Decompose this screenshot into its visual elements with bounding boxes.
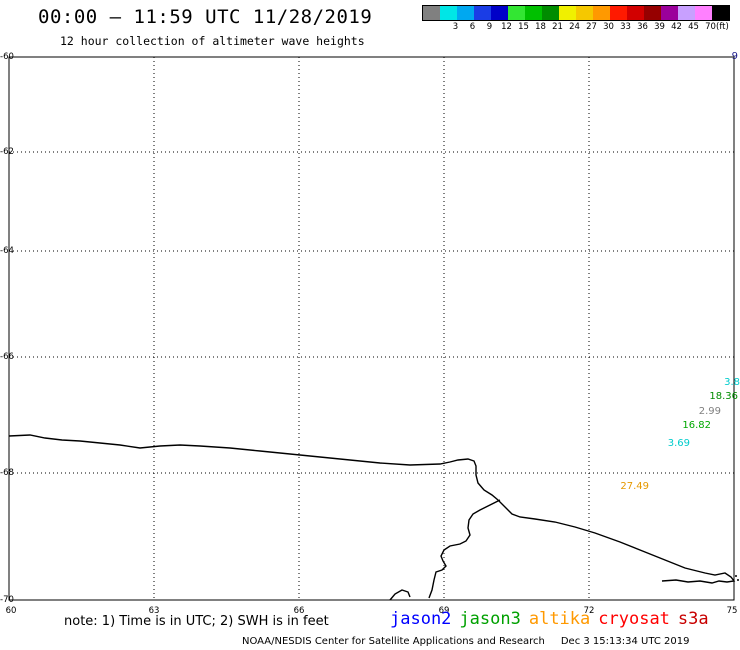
color-scale-swatch bbox=[542, 6, 559, 20]
latitude-tick-label: -62 bbox=[0, 147, 14, 157]
color-scale-swatch bbox=[576, 6, 593, 20]
satellite-legend-item: cryosat bbox=[598, 609, 670, 629]
coastline-fragment bbox=[389, 589, 411, 601]
satellite-legend-item: jason3 bbox=[459, 609, 521, 629]
plot-frame bbox=[8, 56, 735, 601]
color-scale-swatch bbox=[678, 6, 695, 20]
color-scale-label: 39 bbox=[654, 22, 665, 32]
longitude-tick-label: 66 bbox=[293, 606, 305, 616]
longitude-tick-label: 75 bbox=[726, 606, 738, 616]
latitude-tick-label: -60 bbox=[0, 52, 14, 62]
color-scale-label: 18 bbox=[535, 22, 546, 32]
latitude-tick-label: -68 bbox=[0, 468, 14, 478]
chart-title: 00:00 – 11:59 UTC 11/28/2019 bbox=[38, 6, 373, 28]
wave-height-label: 3.8 bbox=[724, 377, 740, 388]
wave-height-label: 2.99 bbox=[698, 406, 721, 417]
chart-subtitle: 12 hour collection of altimeter wave hei… bbox=[60, 34, 365, 48]
color-scale-swatch bbox=[712, 6, 729, 20]
color-scale-label: 30 bbox=[603, 22, 614, 32]
wave-height-label: 16.82 bbox=[682, 420, 711, 431]
satellite-legend-item: jason2 bbox=[390, 609, 452, 629]
color-scale-swatch bbox=[525, 6, 542, 20]
color-scale-label: 42 bbox=[671, 22, 682, 32]
color-scale-swatch bbox=[610, 6, 627, 20]
satellite-legend-item: altika bbox=[528, 609, 591, 629]
color-scale-label: 12 bbox=[501, 22, 512, 32]
color-scale-swatch bbox=[440, 6, 457, 20]
longitude-tick-label: 60 bbox=[5, 606, 17, 616]
antarctic-coastline bbox=[8, 434, 736, 584]
coastline-dots bbox=[735, 575, 739, 581]
longitude-tick-label: 63 bbox=[148, 606, 160, 616]
color-scale-swatch bbox=[627, 6, 644, 20]
color-scale-label: 6 bbox=[469, 22, 476, 32]
color-scale-swatch bbox=[661, 6, 678, 20]
color-scale-label: 36 bbox=[637, 22, 648, 32]
color-scale-swatch bbox=[423, 6, 440, 20]
color-scale-swatch bbox=[508, 6, 525, 20]
color-scale-label: 3 bbox=[452, 22, 459, 32]
latitude-tick-label: -70 bbox=[0, 595, 14, 605]
credit-line: NOAA/NESDIS Center for Satellite Applica… bbox=[242, 636, 545, 647]
wave-height-color-scale bbox=[422, 5, 730, 21]
color-scale-swatch bbox=[559, 6, 576, 20]
satellite-legend: jason2 jason3 altika cryosat s3a bbox=[390, 609, 709, 629]
color-scale-label: 45 bbox=[688, 22, 699, 32]
wave-height-label: 3.69 bbox=[667, 438, 690, 449]
color-scale-label: 24 bbox=[569, 22, 580, 32]
longitude-tick-label: 69 bbox=[438, 606, 450, 616]
color-scale-label: 27 bbox=[586, 22, 597, 32]
graticule bbox=[9, 57, 734, 600]
footer: NOAA/NESDIS Center for Satellite Applica… bbox=[242, 636, 689, 647]
longitude-tick-label: 72 bbox=[583, 606, 595, 616]
latitude-tick-label: -66 bbox=[0, 352, 14, 362]
color-scale-swatch bbox=[491, 6, 508, 20]
color-scale-swatch bbox=[457, 6, 474, 20]
color-scale-label: 70 bbox=[705, 22, 716, 32]
color-scale-swatch bbox=[644, 6, 661, 20]
wave-height-label: 27.49 bbox=[620, 481, 649, 492]
color-scale-label: 15 bbox=[518, 22, 529, 32]
latitude-tick-label: -64 bbox=[0, 246, 14, 256]
color-scale-unit: (ft) bbox=[716, 22, 729, 32]
coastline-inlet bbox=[428, 499, 501, 599]
satellite-legend-item: s3a bbox=[677, 609, 709, 629]
map-corner-label: 9 bbox=[731, 51, 738, 62]
color-scale-swatch bbox=[474, 6, 491, 20]
color-scale-swatch bbox=[695, 6, 712, 20]
units-note: note: 1) Time is in UTC; 2) SWH is in fe… bbox=[64, 614, 329, 629]
generated-timestamp: Dec 3 15:13:34 UTC 2019 bbox=[560, 636, 690, 647]
wave-height-label: 18.36 bbox=[709, 391, 738, 402]
color-scale-label: 9 bbox=[486, 22, 493, 32]
color-scale-label: 33 bbox=[620, 22, 631, 32]
color-scale-label: 21 bbox=[552, 22, 563, 32]
color-scale-swatch bbox=[593, 6, 610, 20]
